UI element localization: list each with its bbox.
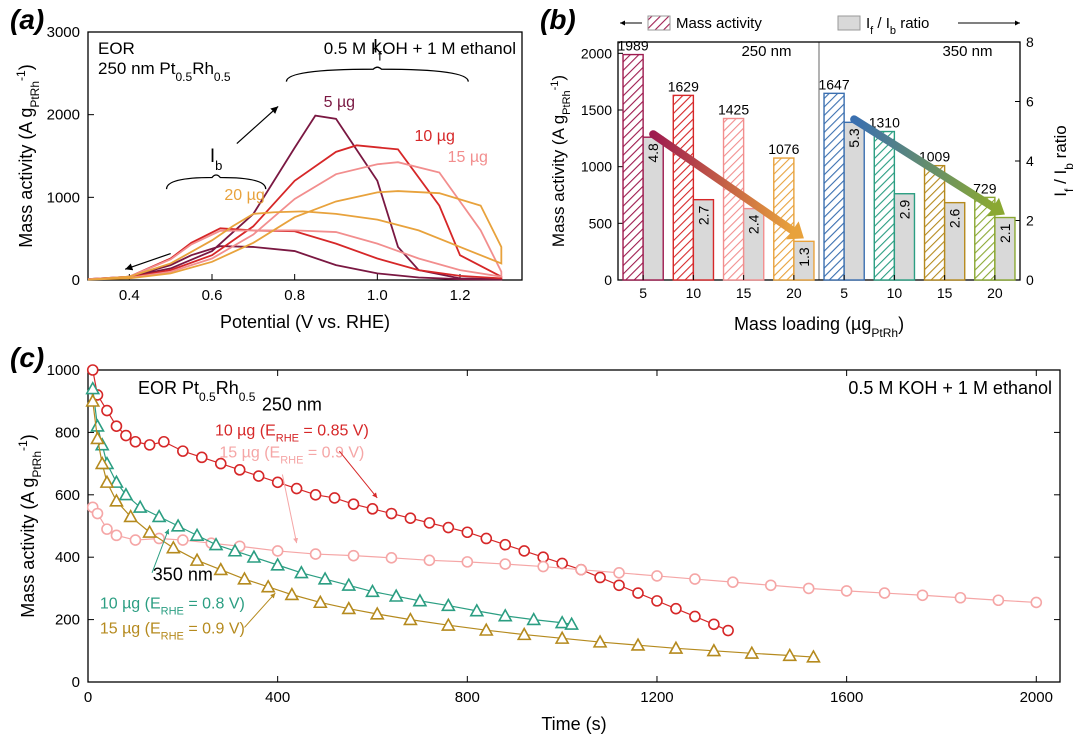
svg-text:1425: 1425: [718, 102, 749, 118]
svg-text:0.5 M KOH + 1 M ethanol: 0.5 M KOH + 1 M ethanol: [848, 378, 1052, 398]
svg-text:350 nm: 350 nm: [153, 565, 213, 585]
svg-text:15 µg (ERHE = 0.9 V): 15 µg (ERHE = 0.9 V): [100, 621, 245, 643]
svg-text:10 µg (ERHE = 0.8 V): 10 µg (ERHE = 0.8 V): [100, 596, 245, 618]
svg-text:350 nm: 350 nm: [942, 43, 992, 60]
svg-text:1.2: 1.2: [450, 287, 471, 304]
svg-text:8: 8: [1026, 34, 1034, 50]
svg-text:10 µg: 10 µg: [415, 128, 455, 145]
svg-text:4.8: 4.8: [645, 143, 661, 163]
svg-text:1200: 1200: [640, 689, 673, 706]
svg-text:2.1: 2.1: [997, 223, 1013, 243]
svg-text:600: 600: [55, 487, 80, 504]
svg-text:1647: 1647: [818, 76, 849, 92]
svg-text:2.4: 2.4: [746, 214, 762, 234]
svg-text:2.9: 2.9: [896, 200, 912, 220]
svg-text:10 µg (ERHE = 0.85 V): 10 µg (ERHE = 0.85 V): [215, 423, 369, 445]
svg-text:500: 500: [589, 215, 613, 231]
svg-text:Mass activity (A gPtRh-1): Mass activity (A gPtRh-1): [14, 64, 42, 247]
svg-text:400: 400: [265, 689, 290, 706]
svg-text:20 µg: 20 µg: [224, 187, 264, 204]
svg-text:Mass activity: Mass activity: [676, 15, 762, 32]
svg-text:0.5 M KOH + 1 M ethanol: 0.5 M KOH + 1 M ethanol: [324, 39, 516, 58]
svg-text:Time (s): Time (s): [541, 714, 606, 734]
svg-text:250 nm: 250 nm: [262, 395, 322, 415]
svg-text:1.3: 1.3: [796, 247, 812, 267]
svg-text:1629: 1629: [668, 78, 699, 94]
svg-text:1076: 1076: [768, 141, 799, 157]
svg-text:800: 800: [455, 689, 480, 706]
svg-text:0: 0: [1026, 272, 1034, 288]
svg-text:5: 5: [639, 285, 647, 301]
svg-text:2.6: 2.6: [947, 208, 963, 228]
svg-text:0.8: 0.8: [284, 287, 305, 304]
svg-text:0.4: 0.4: [119, 287, 140, 304]
svg-text:3000: 3000: [47, 24, 80, 41]
svg-text:20: 20: [786, 285, 802, 301]
svg-text:Potential (V vs. RHE): Potential (V vs. RHE): [220, 312, 390, 332]
svg-text:If / Ib ratio: If / Ib ratio: [1051, 125, 1076, 196]
svg-text:Mass loading (µgPtRh): Mass loading (µgPtRh): [734, 314, 904, 340]
svg-text:10: 10: [887, 285, 903, 301]
svg-text:0: 0: [72, 272, 80, 289]
svg-text:2.7: 2.7: [695, 205, 711, 225]
svg-text:1600: 1600: [830, 689, 863, 706]
svg-text:800: 800: [55, 424, 80, 441]
svg-text:5: 5: [840, 285, 848, 301]
svg-text:5 µg: 5 µg: [324, 94, 355, 111]
svg-text:1000: 1000: [47, 362, 80, 379]
svg-text:4: 4: [1026, 153, 1034, 169]
svg-text:Ib: Ib: [210, 146, 223, 173]
panel-b-chart: 0 500 1000 1500 2000 0 2 4 6 8 1989 4.8 5 1629 2.7 10 14…: [540, 0, 1080, 340]
svg-text:5.3: 5.3: [846, 128, 862, 148]
svg-text:0: 0: [84, 689, 92, 706]
svg-text:0.6: 0.6: [202, 287, 223, 304]
svg-text:2000: 2000: [581, 45, 612, 61]
svg-text:1000: 1000: [581, 159, 612, 175]
svg-text:1.0: 1.0: [367, 287, 388, 304]
panel-c-chart: 0 400 800 1200 1600 2000 0 200 400 600 800 1000 Time…: [10, 340, 1080, 740]
panel-a-chart: 0.4 0.6 0.8 1.0 1.2 0 1000 2000 3000 Potential (V…: [10, 0, 540, 340]
svg-text:1500: 1500: [581, 102, 612, 118]
svg-text:15 µg: 15 µg: [448, 149, 488, 166]
svg-text:2: 2: [1026, 213, 1034, 229]
svg-text:10: 10: [686, 285, 702, 301]
svg-text:EOR: EOR: [98, 39, 135, 58]
svg-text:Mass activity (A gPtRh-1): Mass activity (A gPtRh-1): [549, 75, 573, 247]
svg-text:0: 0: [72, 674, 80, 691]
svg-text:400: 400: [55, 549, 80, 566]
svg-text:Mass activity (A gPtRh-1): Mass activity (A gPtRh-1): [16, 434, 44, 617]
svg-text:1000: 1000: [47, 189, 80, 206]
svg-text:EOR Pt0.5Rh0.5: EOR Pt0.5Rh0.5: [138, 378, 256, 404]
svg-text:15: 15: [736, 285, 752, 301]
svg-text:250 nm: 250 nm: [741, 43, 791, 60]
svg-text:2000: 2000: [1020, 689, 1053, 706]
svg-text:2000: 2000: [47, 107, 80, 124]
svg-text:250 nm Pt0.5Rh0.5: 250 nm Pt0.5Rh0.5: [98, 59, 231, 84]
svg-text:200: 200: [55, 612, 80, 629]
svg-text:1989: 1989: [617, 38, 648, 54]
svg-text:6: 6: [1026, 94, 1034, 110]
svg-text:If / Ib ratio: If / Ib ratio: [866, 15, 929, 37]
svg-text:20: 20: [987, 285, 1003, 301]
svg-text:0: 0: [604, 272, 612, 288]
svg-text:15: 15: [937, 285, 953, 301]
